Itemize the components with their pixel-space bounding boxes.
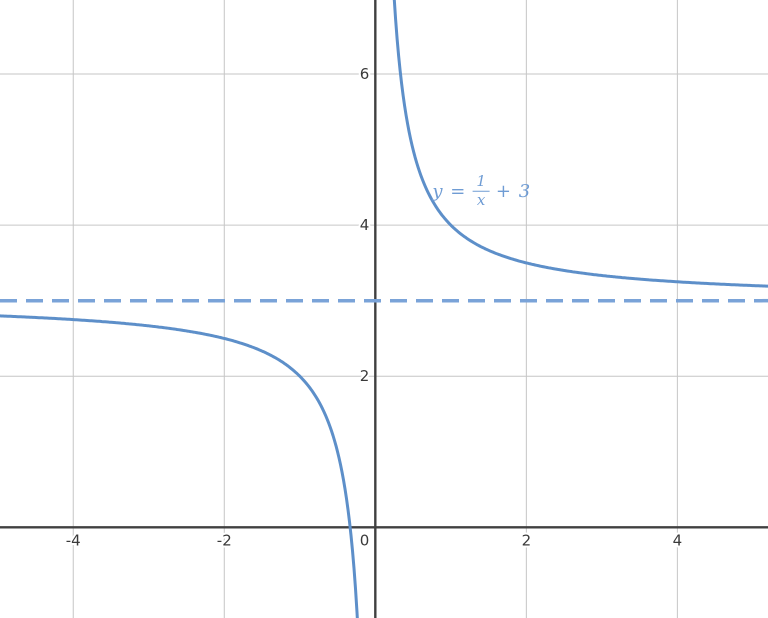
x-tick-label: -2 [217, 531, 232, 549]
y-tick-label: 2 [360, 367, 370, 385]
origin-label: 0 [360, 531, 370, 549]
y-tick-label: 4 [360, 216, 370, 234]
y-tick-label: 6 [360, 65, 370, 83]
x-tick-label: -4 [66, 531, 81, 549]
function-curve [392, 0, 768, 288]
x-tick-label: 4 [673, 531, 683, 549]
function-curve [0, 314, 359, 618]
x-tick-label: 2 [522, 531, 532, 549]
